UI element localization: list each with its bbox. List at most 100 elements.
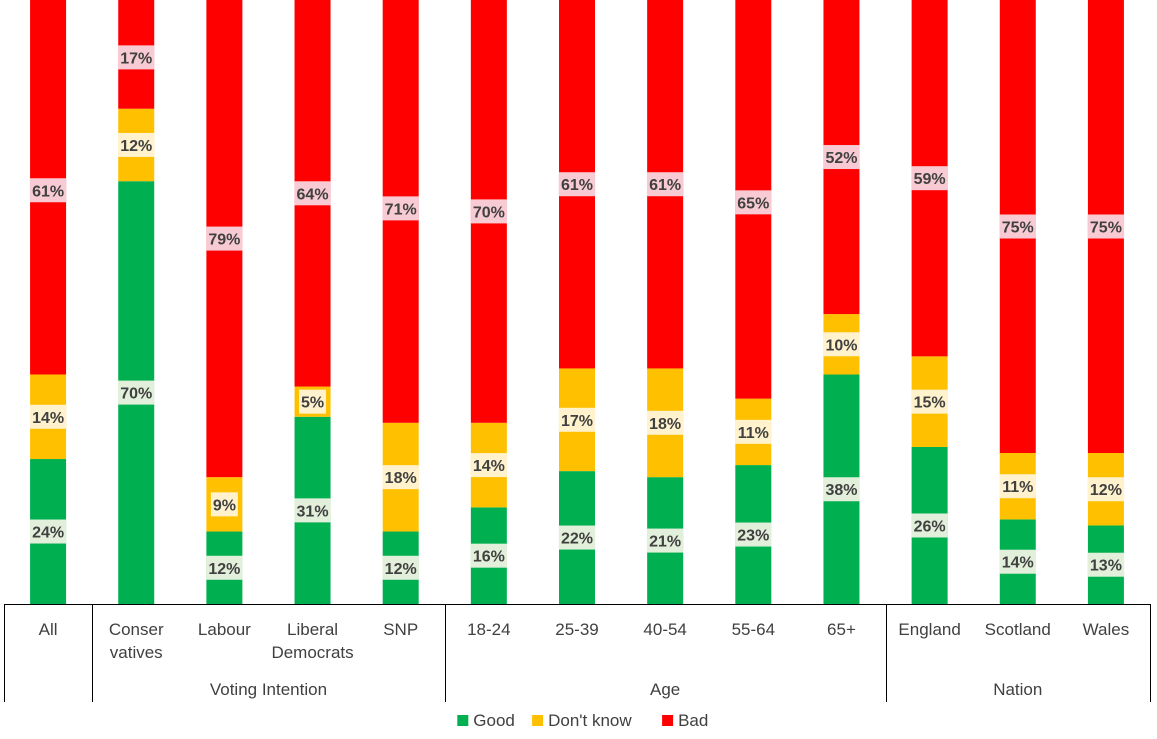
data-label-text: 52% (825, 150, 857, 167)
data-label-text: 75% (1002, 220, 1034, 237)
data-label-bg (823, 332, 860, 357)
data-label: 31% (294, 498, 331, 523)
data-label-text: 12% (208, 561, 240, 578)
data-label-text: 13% (1090, 558, 1122, 575)
data-label-bg (117, 45, 155, 70)
data-label: 12% (117, 132, 155, 157)
legend-label: Good (473, 711, 515, 730)
data-label-bg (558, 407, 596, 432)
data-label: 64% (294, 181, 331, 206)
group-label: Voting Intention (210, 680, 327, 699)
data-label-bg (911, 166, 948, 191)
data-label: 15% (911, 389, 948, 414)
legend-swatch (532, 715, 544, 726)
data-label: 9% (210, 492, 238, 517)
data-label-bg (29, 178, 67, 203)
data-label-bg (382, 465, 419, 490)
legend-swatch (662, 715, 674, 726)
data-label: 11% (999, 474, 1037, 499)
data-label: 75% (1087, 214, 1125, 239)
data-label: 17% (117, 45, 155, 70)
data-label-bg (117, 380, 155, 405)
category-tick-label: 65+ (827, 620, 856, 639)
data-label-text: 70% (120, 386, 152, 403)
data-label: 11% (735, 419, 772, 444)
data-label-text: 5% (301, 395, 324, 412)
data-label-text: 15% (914, 395, 946, 412)
data-label-bg (210, 492, 238, 517)
data-label-text: 18% (385, 470, 417, 487)
data-label-bg (823, 477, 860, 502)
data-label-bg (470, 453, 508, 478)
data-label: 61% (29, 178, 67, 203)
data-label: 38% (823, 477, 860, 502)
data-label-text: 12% (385, 561, 417, 578)
data-label-bg (206, 226, 243, 251)
data-label-text: 70% (473, 204, 505, 221)
category-tick-label: 40-54 (643, 620, 686, 639)
data-label-text: 26% (914, 518, 946, 535)
category-tick-label: England (898, 620, 960, 639)
category-tick-label: vatives (110, 643, 163, 662)
data-label: 26% (911, 513, 948, 538)
data-label: 52% (823, 145, 860, 170)
legend-swatch (457, 715, 469, 726)
data-label-bg (299, 389, 327, 414)
data-label-bg (294, 498, 331, 523)
data-label-bg (1087, 477, 1125, 502)
data-label: 12% (206, 555, 243, 580)
data-label-text: 10% (825, 337, 857, 354)
data-label-text: 16% (473, 549, 505, 566)
category-tick-label: 25-39 (555, 620, 598, 639)
data-label-text: 18% (649, 416, 681, 433)
category-tick-label: Democrats (271, 643, 353, 662)
data-label: 79% (206, 226, 243, 251)
data-label-text: 14% (473, 458, 505, 475)
data-label-text: 14% (1002, 555, 1034, 572)
data-label-bg (29, 519, 67, 544)
data-label-bg (735, 522, 772, 547)
data-label-bg (558, 525, 596, 550)
data-label: 14% (29, 404, 67, 429)
data-label-bg (646, 410, 684, 435)
category-tick-label: 18-24 (467, 620, 510, 639)
data-label-text: 12% (120, 138, 152, 155)
data-label: 59% (911, 166, 948, 191)
data-label: 5% (299, 389, 327, 414)
data-label-bg (911, 389, 948, 414)
data-label-text: 79% (208, 232, 240, 249)
data-label-text: 61% (32, 183, 64, 200)
data-label-text: 11% (738, 425, 769, 442)
data-label: 13% (1087, 552, 1125, 577)
data-label-bg (382, 555, 419, 580)
data-label-text: 61% (561, 177, 593, 194)
data-label-text: 59% (914, 171, 946, 188)
data-label-bg (558, 172, 596, 197)
data-label: 61% (646, 172, 684, 197)
category-axis: All Conser vatives Labour Liberal Democrats SN… (4, 604, 1151, 702)
data-label: 17% (558, 407, 596, 432)
data-label-bg (470, 199, 508, 224)
data-label-text: 38% (825, 482, 857, 499)
data-label-text: 21% (649, 534, 681, 551)
data-label-bg (735, 190, 772, 215)
data-label-text: 9% (213, 497, 236, 514)
data-label: 12% (382, 555, 419, 580)
data-label-bg (646, 172, 684, 197)
data-label-text: 17% (561, 413, 593, 430)
data-label: 16% (470, 543, 508, 568)
legend-item-don-t-know: Don't know (532, 711, 632, 730)
data-label-text: 31% (297, 503, 329, 520)
category-tick-label: Liberal (287, 620, 338, 639)
data-label-bg (999, 549, 1037, 574)
category-tick-label: Conser (109, 620, 164, 639)
data-label-text: 11% (1002, 479, 1033, 496)
data-label-bg (206, 555, 243, 580)
data-label-bg (117, 132, 155, 157)
data-label-bg (470, 543, 508, 568)
data-label-bg (999, 474, 1037, 499)
category-tick-label: Wales (1083, 620, 1130, 639)
data-labels-layer: 24% 14% 61% 70% 12% 17% 12% 9% 79% 31% 5% 64% 12% 18%… (29, 45, 1125, 580)
data-label-text: 14% (32, 410, 64, 427)
data-label: 14% (999, 549, 1037, 574)
